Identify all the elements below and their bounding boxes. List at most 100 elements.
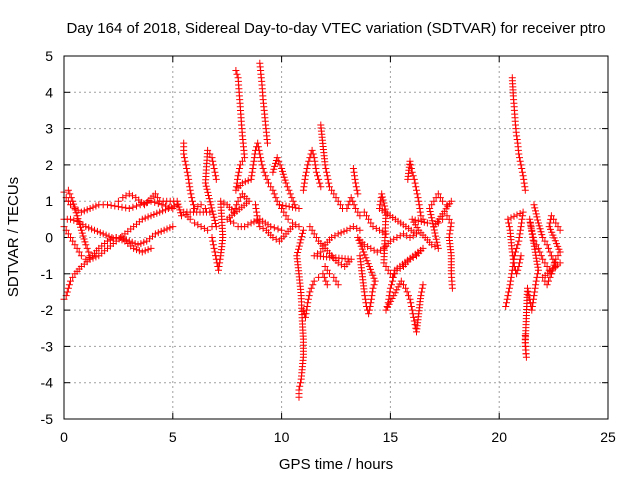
data-point-marker	[528, 306, 536, 314]
data-point-marker	[331, 232, 339, 240]
data-point-marker	[552, 219, 560, 227]
data-point-marker	[177, 209, 185, 217]
data-point-marker	[447, 223, 455, 231]
data-point-marker	[279, 170, 287, 178]
data-point-marker	[330, 190, 338, 198]
data-point-marker	[332, 277, 340, 285]
data-point-marker	[309, 281, 317, 289]
data-point-marker	[388, 295, 396, 302]
data-point-marker	[209, 157, 217, 165]
data-point-marker	[319, 270, 327, 278]
data-point-marker	[406, 157, 414, 165]
data-point-marker	[414, 194, 422, 202]
data-point-marker	[321, 263, 329, 270]
data-point-marker	[86, 205, 94, 212]
data-point-marker	[202, 182, 210, 190]
data-point-marker	[295, 245, 302, 253]
data-point-marker	[194, 221, 202, 229]
data-point-marker	[278, 165, 286, 172]
data-point-marker	[206, 198, 214, 206]
data-point-marker	[356, 212, 364, 220]
data-point-marker	[396, 232, 404, 240]
data-point-marker	[298, 233, 306, 241]
data-point-marker	[428, 241, 436, 249]
data-point-marker	[227, 217, 234, 225]
data-point-marker	[514, 241, 522, 249]
data-point-marker	[314, 172, 321, 180]
data-point-marker	[436, 194, 444, 202]
data-point-marker	[306, 223, 314, 231]
data-point-marker	[212, 172, 220, 180]
data-point-marker	[393, 234, 401, 241]
data-point-marker	[430, 197, 438, 205]
data-point-marker	[289, 219, 296, 227]
data-point-marker	[159, 207, 167, 215]
data-point-marker	[431, 229, 439, 237]
data-point-marker	[361, 251, 369, 259]
data-point-marker	[505, 284, 513, 292]
data-point-marker	[64, 186, 72, 194]
data-point-marker	[216, 255, 224, 263]
data-point-marker	[156, 208, 164, 216]
data-point-marker	[230, 208, 238, 216]
data-point-marker	[128, 238, 136, 246]
data-point-marker	[412, 183, 420, 191]
data-point-marker	[269, 168, 277, 176]
data-point-marker	[385, 300, 393, 308]
data-point-marker	[408, 168, 416, 176]
data-point-marker	[504, 215, 512, 223]
data-point-marker	[428, 217, 436, 225]
data-point-marker	[551, 258, 559, 266]
data-point-marker	[420, 218, 428, 226]
data-point-marker	[513, 270, 521, 278]
data-point-marker	[81, 238, 89, 246]
data-point-marker	[524, 288, 532, 296]
data-point-marker	[390, 292, 398, 300]
data-point-marker	[370, 246, 378, 254]
data-point-marker	[82, 241, 90, 249]
data-point-marker	[289, 197, 297, 205]
data-point-marker	[353, 186, 361, 194]
data-point-marker	[282, 202, 290, 210]
data-point-marker	[281, 176, 289, 184]
data-point-marker	[434, 241, 442, 249]
data-point-marker	[74, 215, 82, 223]
data-point-marker	[413, 186, 420, 194]
data-point-marker	[119, 194, 127, 202]
data-point-marker	[517, 161, 525, 169]
data-point-marker	[527, 223, 535, 231]
data-point-marker	[515, 150, 523, 158]
data-point-marker	[292, 221, 300, 229]
x-tick-label: 25	[600, 429, 616, 445]
data-point-marker	[280, 173, 288, 181]
data-point-marker	[529, 299, 537, 307]
data-point-marker	[384, 303, 392, 311]
data-point-marker	[209, 237, 217, 245]
data-point-marker	[182, 161, 190, 169]
data-point-marker	[67, 277, 74, 285]
data-point-marker	[381, 202, 389, 210]
data-point-marker	[209, 241, 217, 249]
data-point-marker	[445, 215, 453, 223]
data-point-marker	[517, 252, 525, 260]
data-point-marker	[67, 215, 74, 223]
data-point-marker	[254, 215, 262, 223]
data-point-marker	[364, 243, 372, 251]
data-point-marker	[70, 200, 78, 208]
data-point-marker	[516, 154, 523, 162]
data-point-marker	[545, 244, 552, 252]
data-point-marker	[365, 215, 373, 223]
data-point-marker	[122, 204, 130, 212]
data-point-marker	[520, 179, 528, 187]
data-point-marker	[276, 161, 284, 169]
data-point-marker	[309, 150, 317, 158]
data-point-marker	[73, 212, 81, 220]
data-point-marker	[390, 270, 398, 278]
data-point-marker	[550, 215, 558, 223]
data-point-marker	[255, 146, 263, 154]
data-point-marker	[505, 219, 513, 227]
data-point-marker	[269, 234, 277, 241]
data-point-marker	[532, 241, 540, 249]
data-point-marker	[77, 226, 85, 234]
data-point-marker	[417, 292, 425, 300]
